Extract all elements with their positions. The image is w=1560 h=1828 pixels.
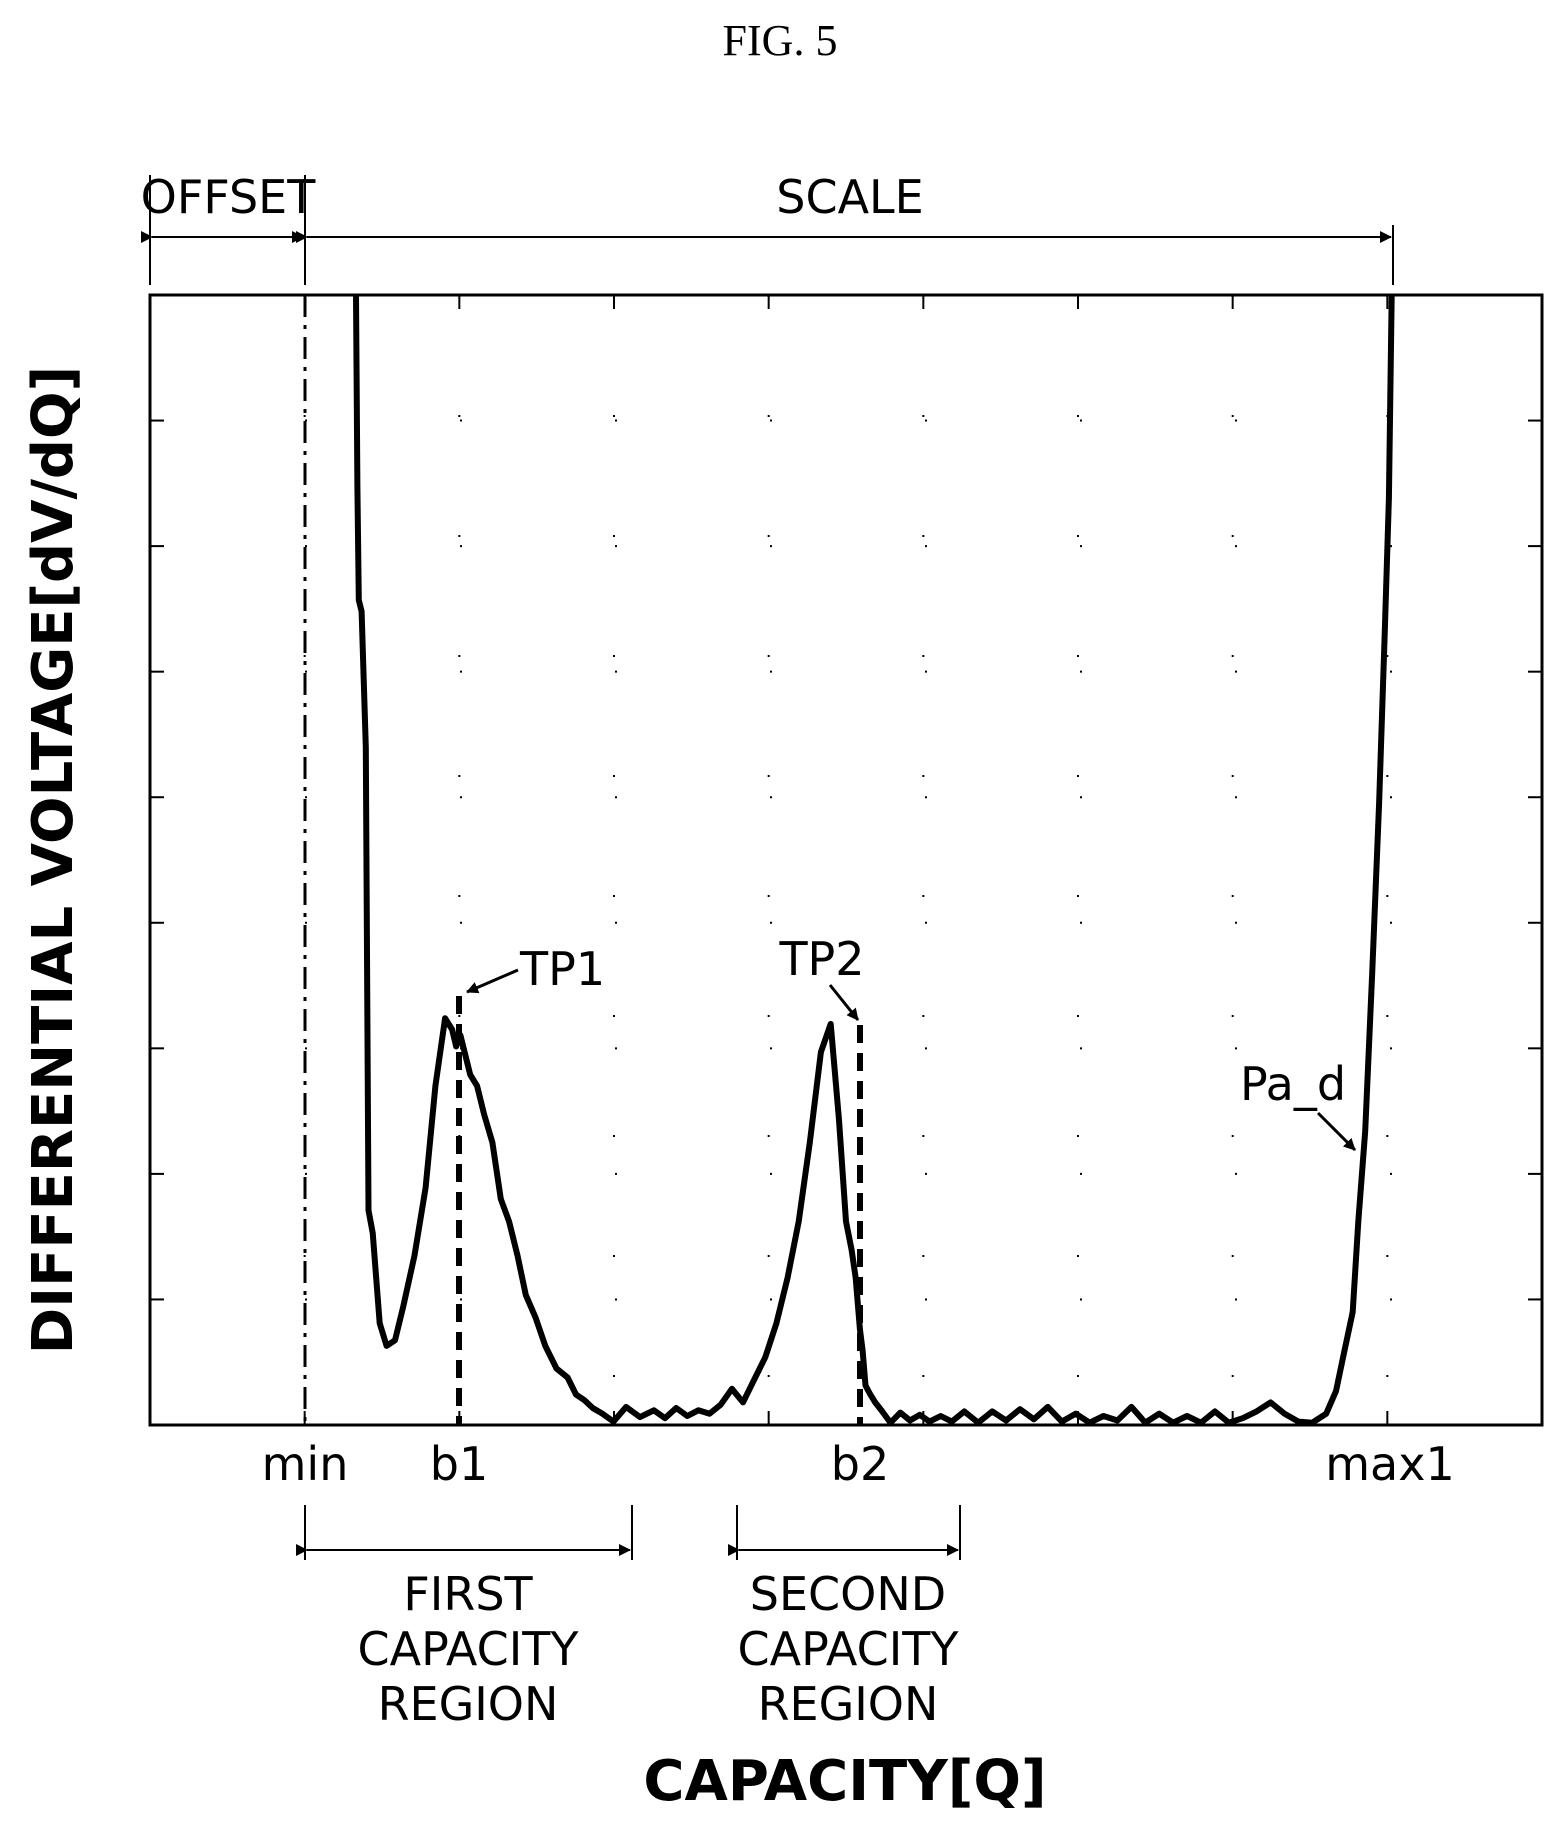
x-tick-label-b2: b2 — [831, 1437, 889, 1491]
scale-label: SCALE — [776, 170, 923, 224]
annotation-tp1: TP1 — [466, 942, 605, 996]
annotation-tp1-label: TP1 — [519, 942, 605, 996]
x-tick-label-min: min — [262, 1437, 349, 1491]
series-curve — [353, 294, 1395, 1426]
second-region-line2: CAPACITY — [738, 1622, 960, 1676]
first-region-line3: REGION — [378, 1677, 559, 1731]
second-region-line3: REGION — [758, 1677, 939, 1731]
first-region-line1: FIRST — [403, 1567, 533, 1621]
y-axis-title: DIFFERENTIAL VOLTAGE[dV/dQ] — [21, 366, 86, 1354]
offset-dimension: OFFSET — [141, 170, 317, 285]
x-tick-label-b1: b1 — [430, 1437, 488, 1491]
x-tick-label-max1: max1 — [1325, 1437, 1455, 1491]
x-axis-title: CAPACITY[Q] — [643, 1749, 1046, 1814]
scale-dimension: SCALE — [296, 170, 1394, 285]
first-region-dimension: FIRST CAPACITY REGION — [296, 1505, 633, 1731]
annotation-pa-d: Pa_d — [1240, 1057, 1357, 1152]
figure-title: FIG. 5 — [723, 16, 838, 65]
annotation-tp2: TP2 — [778, 932, 865, 1021]
first-region-line2: CAPACITY — [358, 1622, 580, 1676]
offset-label: OFFSET — [141, 170, 317, 224]
second-region-dimension: SECOND CAPACITY REGION — [728, 1505, 961, 1731]
annotation-pa-d-label: Pa_d — [1240, 1057, 1346, 1111]
second-region-line1: SECOND — [750, 1567, 946, 1621]
plot-frame — [148, 293, 1544, 1427]
annotation-tp2-label: TP2 — [778, 932, 864, 986]
